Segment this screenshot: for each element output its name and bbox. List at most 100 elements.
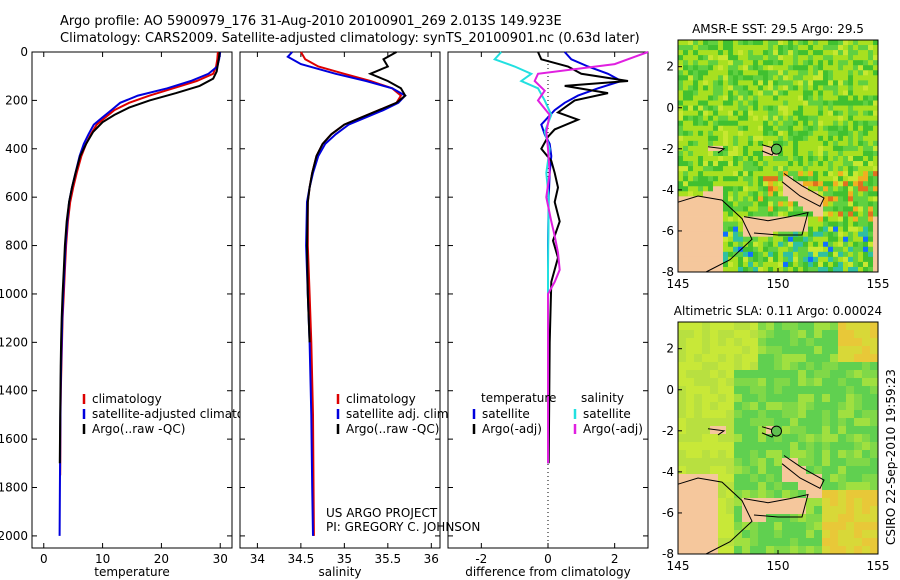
map-cell <box>814 514 823 523</box>
map-cell <box>728 40 734 46</box>
map-cell <box>703 256 709 263</box>
map-cell <box>814 354 823 363</box>
map-cell <box>833 145 839 152</box>
map-cell <box>728 161 734 167</box>
map-cell <box>778 181 784 187</box>
map-cell <box>733 140 739 147</box>
map-cell <box>870 418 879 427</box>
map-cell <box>743 70 749 76</box>
map-cell <box>788 110 794 117</box>
map-cell <box>718 362 727 371</box>
map-cell <box>873 191 879 197</box>
map-cell <box>683 125 689 132</box>
map-cell <box>813 135 819 142</box>
map-cell <box>698 206 704 212</box>
map-cell <box>718 514 727 523</box>
map-cell <box>733 50 739 56</box>
map-cell <box>828 50 834 56</box>
map-cell <box>718 236 724 243</box>
map-cell <box>783 120 789 127</box>
map-cell <box>814 418 823 427</box>
map-cell <box>678 530 687 539</box>
map-cell <box>686 530 695 539</box>
map-cell <box>753 150 759 157</box>
map-cell <box>688 140 694 147</box>
map-cell <box>688 231 694 238</box>
map-cell <box>838 514 847 523</box>
map-cell <box>798 426 807 435</box>
map-cell <box>828 241 834 248</box>
map-cell <box>853 50 859 56</box>
map-cell <box>793 216 799 222</box>
map-cell <box>766 402 775 411</box>
map-cell <box>830 370 839 379</box>
map-cell <box>873 226 879 233</box>
map-cell <box>863 115 869 122</box>
map-cell <box>678 490 687 499</box>
map-cell <box>726 466 735 475</box>
map-cell <box>788 75 794 81</box>
map-cell <box>778 150 784 157</box>
map-cell <box>868 226 874 233</box>
map-cell <box>748 161 754 167</box>
map-cell <box>778 246 784 253</box>
map-cell <box>813 75 819 81</box>
map-cell <box>838 330 847 339</box>
map-cell <box>783 206 789 212</box>
map-cell <box>683 110 689 117</box>
map-cell <box>788 90 794 96</box>
map-cell <box>683 140 689 147</box>
map-cell <box>806 330 815 339</box>
map-cell <box>858 140 864 147</box>
map-cell <box>733 115 739 122</box>
map-cell <box>713 60 719 66</box>
map-cell <box>838 370 847 379</box>
map-cell <box>833 216 839 222</box>
map-cell <box>678 181 684 187</box>
map-cell <box>733 90 739 96</box>
map-cell <box>788 161 794 167</box>
map-cell <box>783 201 789 207</box>
map-cell <box>723 246 729 253</box>
map-cell <box>793 176 799 182</box>
map-cell <box>873 60 879 66</box>
map-cell <box>698 256 704 263</box>
map-cell <box>723 236 729 243</box>
map-cell <box>738 206 744 212</box>
map-cell <box>723 120 729 127</box>
map-cell <box>738 55 744 61</box>
map-cell <box>703 241 709 248</box>
map-cell <box>833 135 839 142</box>
map-cell <box>750 386 759 395</box>
map-cell <box>873 135 879 142</box>
map-cell <box>808 181 814 187</box>
map-cell <box>870 330 879 339</box>
map-cell <box>818 65 824 71</box>
map-cell <box>830 506 839 515</box>
map-cell <box>862 458 871 467</box>
map-cell <box>782 490 791 499</box>
map-cell <box>873 65 879 71</box>
map-cell <box>798 322 807 331</box>
map-cell <box>748 201 754 207</box>
map-cell <box>782 418 791 427</box>
map-cell <box>848 161 854 167</box>
y-tick-label: -2 <box>662 142 674 156</box>
map-cell <box>823 130 829 137</box>
map-cell <box>788 100 794 106</box>
map-cell <box>818 115 824 122</box>
map-cell <box>708 130 714 137</box>
map-cell <box>830 530 839 539</box>
map-cell <box>750 322 759 331</box>
map-cell <box>703 166 709 172</box>
map-cell <box>718 394 727 403</box>
map-cell <box>783 246 789 253</box>
map-cell <box>838 410 847 419</box>
map-cell <box>806 338 815 347</box>
map-cell <box>694 482 703 491</box>
map-cell <box>870 402 879 411</box>
map-cell <box>743 236 749 243</box>
map-cell <box>868 221 874 228</box>
map-cell <box>718 231 724 238</box>
